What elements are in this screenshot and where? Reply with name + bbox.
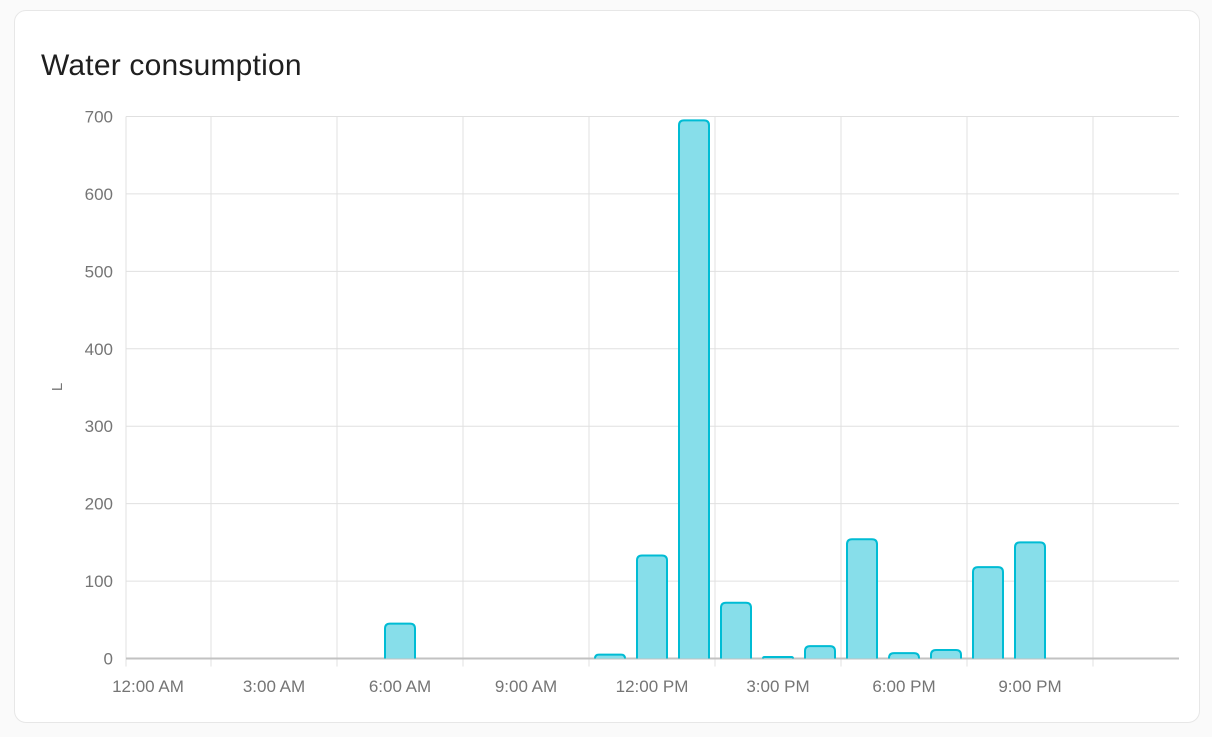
bar-6:00 PM[interactable] — [888, 652, 920, 660]
water-consumption-chart: 0 100 200 300 400 500 600 700 12:00 AM 3:00 AM 6:0… — [49, 108, 1179, 696]
bar-9:00 PM[interactable] — [1014, 541, 1046, 659]
y-tick-labels: 0 100 200 300 400 500 600 700 — [85, 108, 113, 669]
y-tick-label: 300 — [85, 417, 113, 436]
y-gridlines — [126, 116, 1179, 582]
x-tick-label: 6:00 AM — [369, 677, 431, 696]
x-tick-label: 12:00 PM — [616, 677, 689, 696]
x-tick-label: 6:00 PM — [872, 677, 935, 696]
bar-2:00 PM[interactable] — [720, 601, 752, 659]
x-tick-label: 9:00 PM — [998, 677, 1061, 696]
x-tick-labels: 12:00 AM 3:00 AM 6:00 AM 9:00 AM 12:00 PM 3:0… — [112, 677, 1062, 696]
x-tick-label: 3:00 PM — [746, 677, 809, 696]
bar-11:00 AM[interactable] — [594, 653, 626, 659]
bar-8:00 PM[interactable] — [972, 566, 1004, 659]
bar-1:00 PM[interactable] — [678, 119, 710, 659]
bar-7:00 PM[interactable] — [930, 648, 962, 659]
card-title: Water consumption — [41, 49, 302, 82]
bar-3:00 PM[interactable] — [762, 655, 794, 659]
y-tick-label: 100 — [85, 572, 113, 591]
y-axis-unit-label: L — [49, 383, 66, 391]
y-tick-label: 400 — [85, 340, 113, 359]
bar-6:00 AM[interactable] — [384, 622, 416, 659]
bars — [384, 119, 1046, 660]
bar-12:00 PM[interactable] — [636, 554, 668, 659]
y-tick-label: 500 — [85, 262, 113, 281]
y-tick-label: 600 — [85, 185, 113, 204]
bar-5:00 PM[interactable] — [846, 538, 878, 659]
x-gridlines — [125, 116, 1094, 667]
y-tick-label: 0 — [104, 650, 113, 669]
y-tick-label: 700 — [85, 108, 113, 127]
y-tick-label: 200 — [85, 495, 113, 514]
x-tick-label: 3:00 AM — [243, 677, 305, 696]
water-consumption-card: Water consumption 0 100 200 300 400 500 600 700… — [14, 10, 1200, 723]
x-tick-label: 12:00 AM — [112, 677, 184, 696]
x-tick-label: 9:00 AM — [495, 677, 557, 696]
bar-4:00 PM[interactable] — [804, 645, 836, 659]
